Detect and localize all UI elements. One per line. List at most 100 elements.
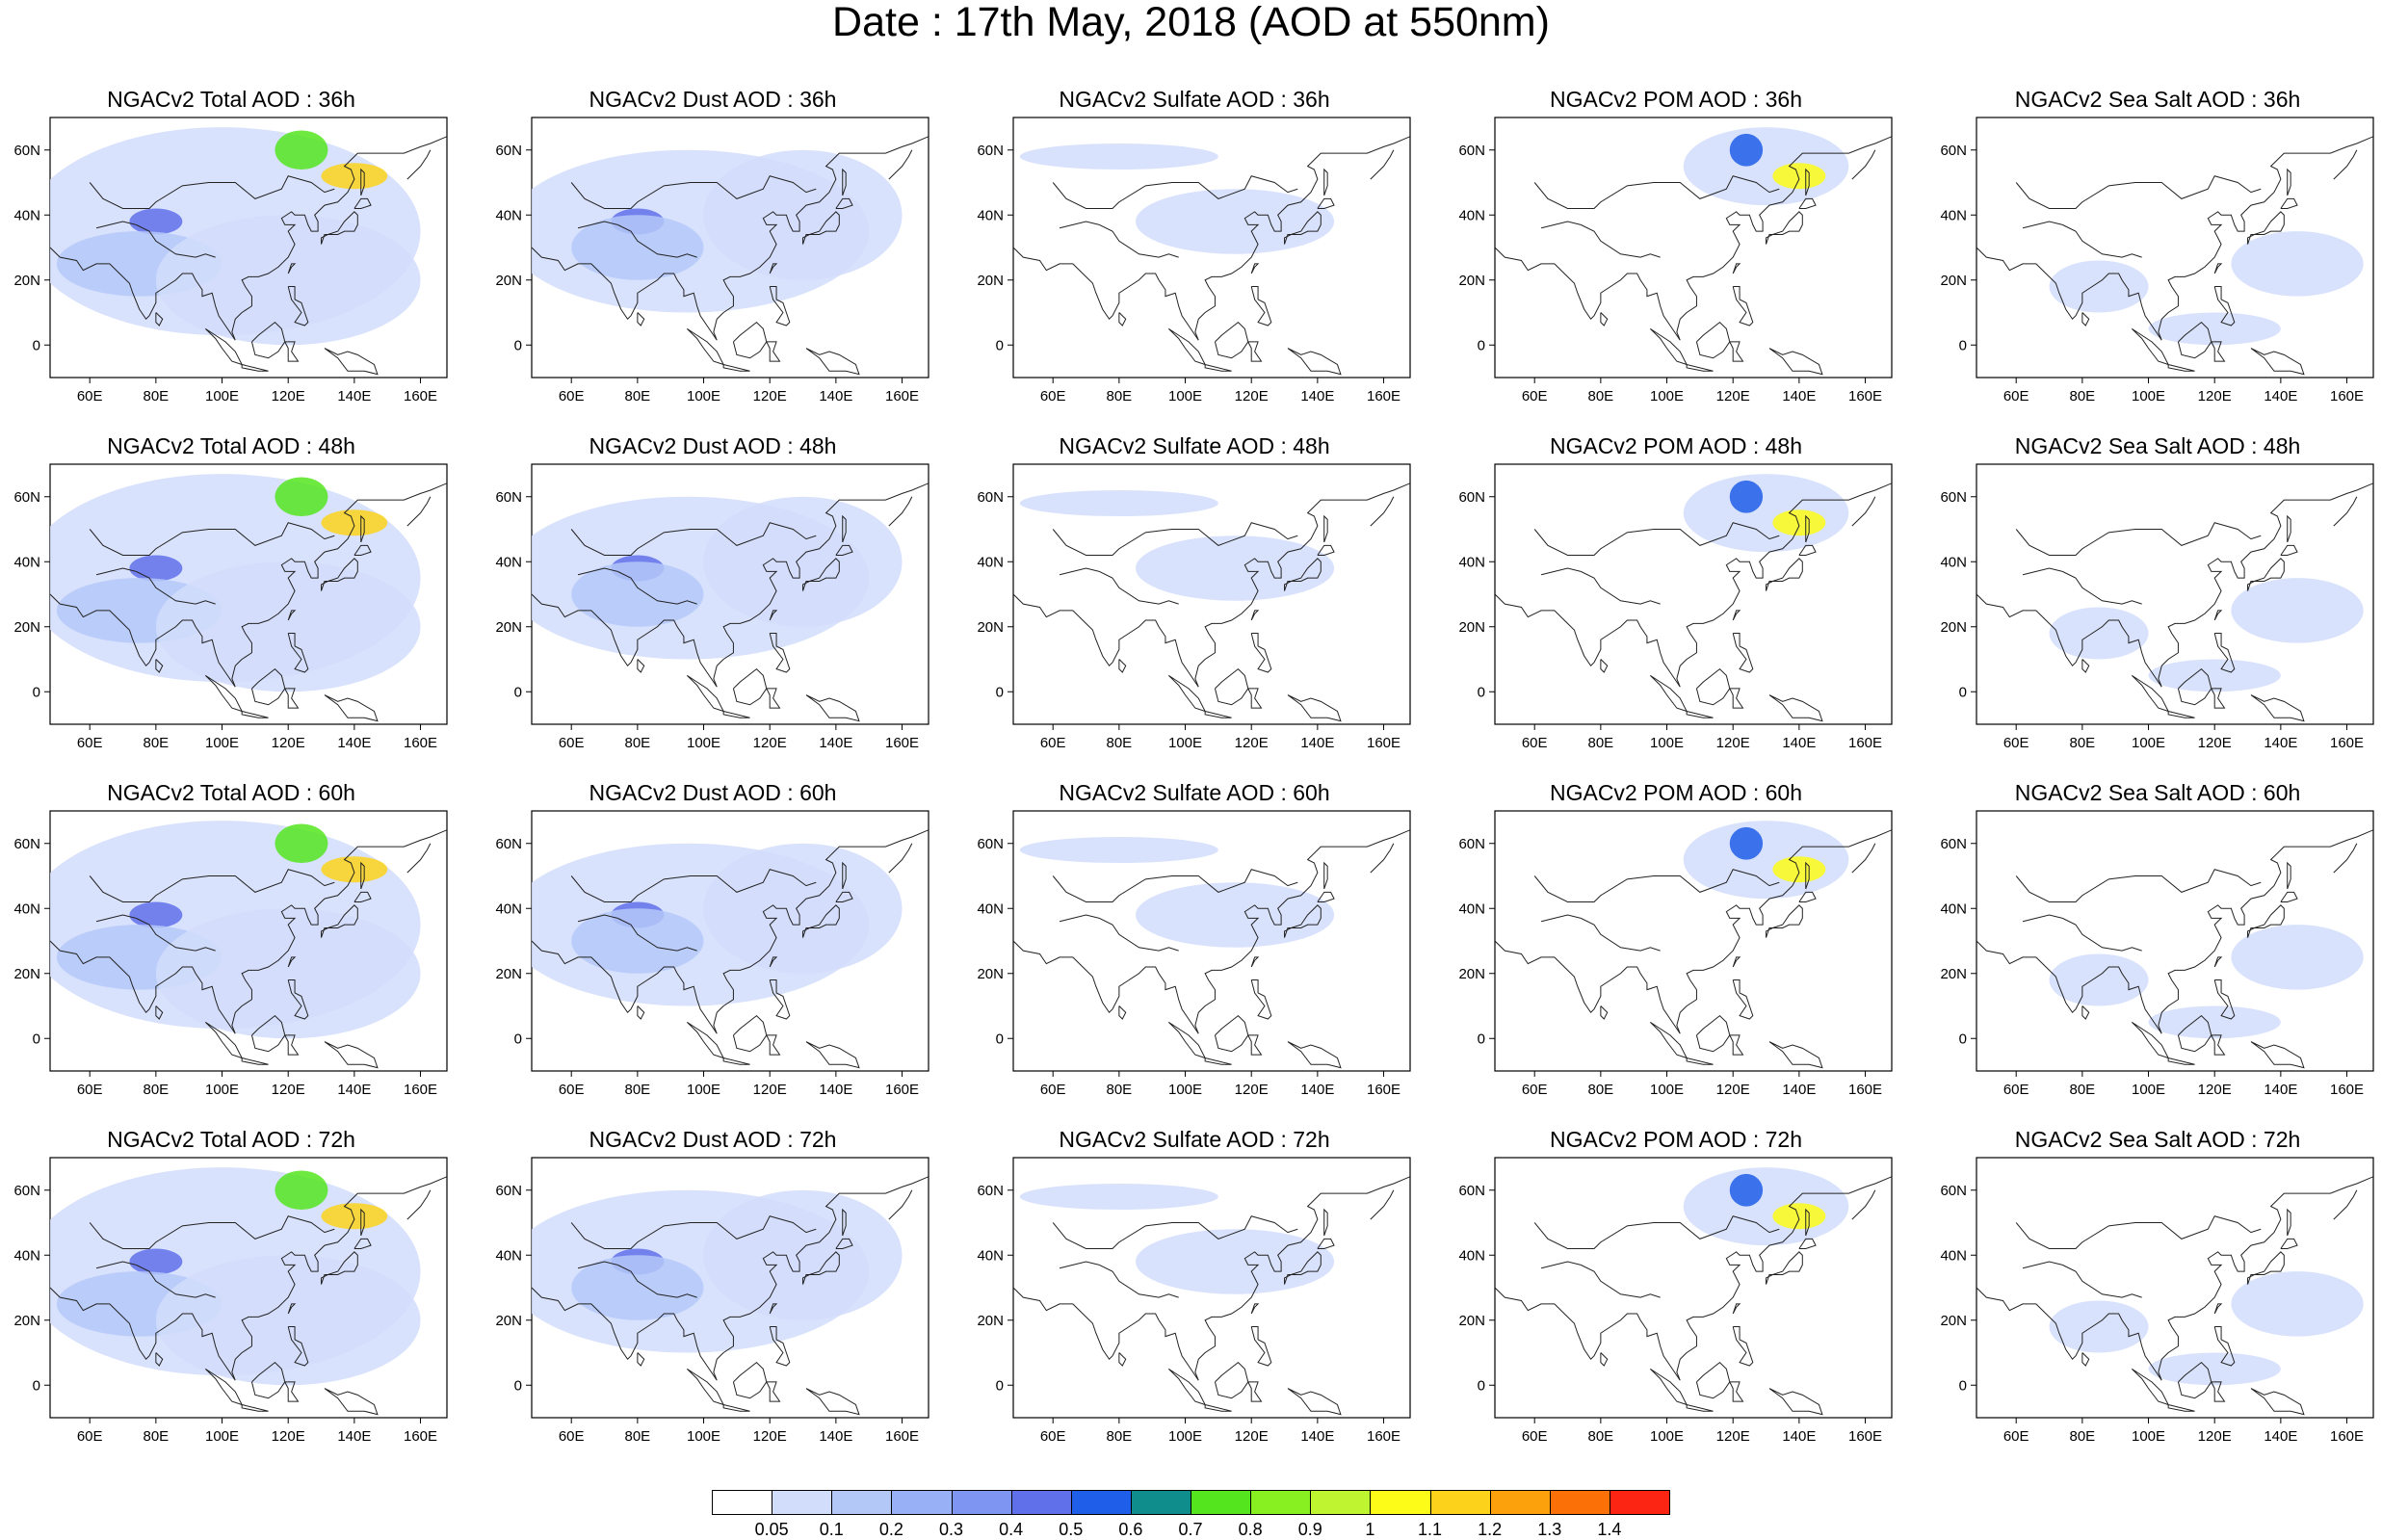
lat-tick-label: 0 <box>1959 1377 1967 1394</box>
lon-tick-label: 140E <box>819 735 852 751</box>
coastline <box>89 869 335 902</box>
lon-tick-label: 120E <box>1716 735 1750 751</box>
lat-tick-label: 60N <box>495 489 522 506</box>
coastline <box>2213 610 2223 621</box>
lon-tick-label: 140E <box>337 735 371 751</box>
lon-tick-label: 120E <box>272 388 305 405</box>
panel-title: NGACv2 POM AOD : 36h <box>1549 87 1803 112</box>
coastline <box>353 197 372 209</box>
coastline <box>2211 1034 2226 1056</box>
lon-tick-label: 140E <box>819 1082 852 1098</box>
colorbar-cell <box>1429 1490 1491 1515</box>
lat-tick-label: 40N <box>1940 207 1967 223</box>
lat-tick-label: 40N <box>495 1247 522 1264</box>
coastline <box>1287 694 1342 722</box>
coastline <box>1323 1208 1328 1237</box>
lat-tick-label: 60N <box>13 143 40 159</box>
aod-map: 60E 80E 100E 120E 140E 160E 60N 40N 20N 0 <box>977 117 1411 405</box>
lon-tick-label: 140E <box>2264 388 2297 405</box>
aod-shading <box>1019 837 1218 863</box>
aod-shading <box>571 1255 704 1320</box>
coastline <box>1732 1303 1741 1315</box>
aod-shading <box>1729 133 1764 167</box>
aod-colorbar <box>712 1490 1670 1517</box>
coastline <box>1600 1005 1609 1020</box>
lat-tick-label: 60N <box>1458 489 1485 506</box>
coastline <box>1317 891 1335 902</box>
lon-tick-label: 120E <box>753 735 787 751</box>
coastline <box>1729 1381 1744 1402</box>
lat-tick-label: 0 <box>996 337 1004 353</box>
lon-tick-label: 120E <box>2198 1428 2232 1445</box>
coastline <box>722 364 750 372</box>
lon-tick-label: 80E <box>1588 1082 1614 1098</box>
coastline <box>570 869 817 902</box>
lon-tick-label: 80E <box>2070 388 2096 405</box>
coastline <box>2287 861 2291 890</box>
coastline <box>284 1034 300 1056</box>
lon-tick-label: 60E <box>2003 735 2029 751</box>
panel-title: NGACv2 Sulfate AOD : 72h <box>1059 1127 1330 1152</box>
coastline <box>2081 1005 2090 1020</box>
coastline <box>1059 567 1100 576</box>
aod-shading <box>1019 1184 1218 1210</box>
lon-tick-label: 160E <box>1367 1428 1400 1445</box>
lon-tick-label: 80E <box>1107 388 1133 405</box>
aod-shading <box>1772 163 1826 190</box>
coastline <box>287 1303 297 1315</box>
lat-tick-label: 40N <box>13 554 40 570</box>
coastline <box>1540 1261 1582 1269</box>
coastline <box>766 1034 781 1056</box>
coastline <box>2280 891 2298 902</box>
lon-tick-label: 60E <box>1040 1428 1066 1445</box>
coastline <box>324 348 379 376</box>
aod-map: 60E 80E 100E 120E 140E 160E 60N 40N 20N 0 <box>1940 1157 2374 1445</box>
lon-tick-label: 60E <box>77 1082 103 1098</box>
coastline <box>360 1208 365 1237</box>
coastline <box>1204 1404 1232 1412</box>
lon-tick-label: 160E <box>2330 388 2364 405</box>
lat-tick-label: 20N <box>1940 1313 1967 1329</box>
coastline <box>360 514 365 543</box>
coastline <box>1533 522 1780 556</box>
coastline <box>1495 829 1892 1034</box>
lon-tick-label: 120E <box>753 388 787 405</box>
coastline <box>50 1176 447 1381</box>
panel-title: NGACv2 Sea Salt AOD : 36h <box>2014 87 2301 112</box>
lat-tick-label: 20N <box>977 966 1004 982</box>
lon-tick-label: 140E <box>1782 388 1816 405</box>
coastline <box>1732 286 1754 326</box>
coastline <box>1732 610 1741 621</box>
lon-tick-label: 60E <box>559 1428 585 1445</box>
coastline <box>287 633 309 673</box>
coastline <box>1284 1251 1322 1285</box>
coastline <box>1695 1014 1731 1053</box>
colorbar-cell <box>712 1490 773 1515</box>
coastline <box>1284 904 1322 938</box>
coastline <box>835 544 853 556</box>
lat-tick-label: 60N <box>1940 1183 1967 1199</box>
coastline <box>1495 136 1892 341</box>
coastline <box>769 633 791 673</box>
colorbar-cell <box>891 1490 953 1515</box>
panel-title: NGACv2 Total AOD : 72h <box>107 1127 355 1152</box>
colorbar-label: 0.3 <box>938 1520 964 1539</box>
coastline <box>2015 1215 2262 1249</box>
coastline <box>2333 843 2358 874</box>
aod-map: 60E 80E 100E 120E 140E 160E 60N 40N 20N 0 <box>977 1157 1411 1445</box>
lon-tick-label: 60E <box>1522 735 1548 751</box>
coastline <box>1013 829 1410 1034</box>
colorbar-label: 1 <box>1365 1520 1375 1539</box>
aod-map: 60E 80E 100E 120E 140E 160E 60N 40N 20N 0 <box>13 1157 448 1445</box>
lat-tick-label: 60N <box>13 1183 40 1199</box>
coastline <box>1323 861 1328 890</box>
panel-title: NGACv2 Sulfate AOD : 48h <box>1059 433 1330 458</box>
coastline <box>1695 321 1731 359</box>
coastline <box>1695 667 1731 706</box>
lon-tick-label: 140E <box>1300 388 1334 405</box>
lat-tick-label: 60N <box>13 489 40 506</box>
colorbar-cell <box>1489 1490 1551 1515</box>
lon-tick-label: 60E <box>1522 1082 1548 1098</box>
panel-title: NGACv2 Dust AOD : 60h <box>589 780 837 805</box>
lon-tick-label: 120E <box>1716 388 1750 405</box>
